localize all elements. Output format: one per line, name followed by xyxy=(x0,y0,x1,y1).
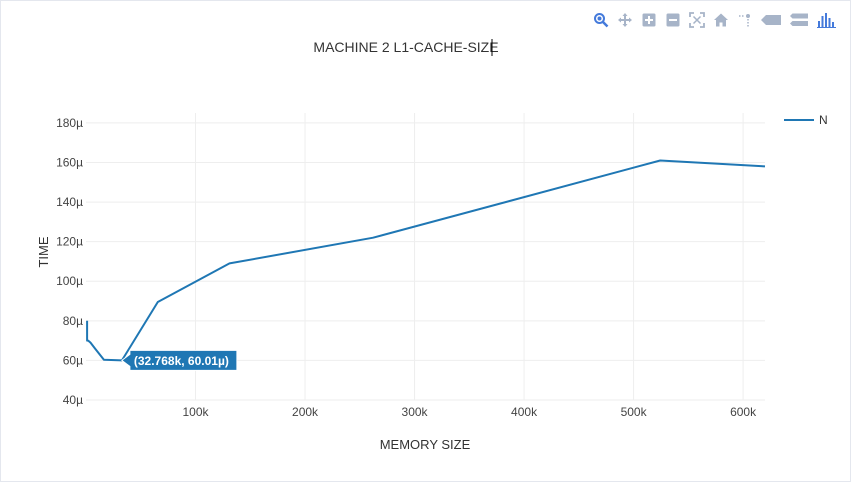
y-tick-label: 180µ xyxy=(56,116,83,130)
zoom-button[interactable] xyxy=(592,11,609,28)
x-tick-label: 500k xyxy=(621,405,648,419)
y-tick-label: 40µ xyxy=(63,393,83,407)
zoom-icon xyxy=(593,12,608,27)
hover-text: (32.768k, 60.01µ) xyxy=(134,354,229,368)
x-tick-label: 300k xyxy=(402,405,429,419)
pan-icon xyxy=(617,12,632,27)
y-tick-label: 100µ xyxy=(56,274,83,288)
series-layer[interactable] xyxy=(86,159,766,362)
autoscale-icon xyxy=(688,11,705,28)
hover-box xyxy=(121,349,238,371)
y-tick-label: 80µ xyxy=(63,314,83,328)
modebar xyxy=(592,11,838,28)
y-tick-label: 120µ xyxy=(56,235,83,249)
reset-axes-button[interactable] xyxy=(712,11,729,28)
x-tick-label: 600k xyxy=(730,405,757,419)
zoom-in-icon xyxy=(642,13,655,26)
zoom-out-icon xyxy=(666,13,679,26)
home-icon xyxy=(713,13,728,26)
pan-button[interactable] xyxy=(616,11,633,28)
y-tick-label: 60µ xyxy=(63,353,83,367)
zoom-in-button[interactable] xyxy=(640,11,657,28)
y-axis-ticks: 40µ 60µ 80µ 100µ 120µ 140µ 160µ 180µ xyxy=(56,116,83,407)
plotly-logo-button[interactable] xyxy=(816,11,838,28)
y-tick-label: 140µ xyxy=(56,195,83,209)
plotly-logo-icon xyxy=(817,12,836,28)
chart-title[interactable]: MACHINE 2 L1-CACHE-SIZE xyxy=(313,39,498,55)
y-tick-label: 160µ xyxy=(56,155,83,169)
spike-lines-button[interactable] xyxy=(736,11,753,28)
x-tick-label: 100k xyxy=(183,405,210,419)
x-axis-ticks: 100k 200k 300k 400k 500k 600k xyxy=(183,405,758,419)
hover-label: (32.768k, 60.01µ) xyxy=(121,349,238,371)
hover-compare-button[interactable] xyxy=(789,11,809,28)
hover-closest-button[interactable] xyxy=(760,11,782,28)
tags-icon xyxy=(790,13,808,26)
y-axis-title[interactable]: TIME xyxy=(36,236,51,267)
x-tick-label: 200k xyxy=(292,405,319,419)
zoom-out-button[interactable] xyxy=(664,11,681,28)
legend[interactable]: N xyxy=(784,113,828,127)
x-tick-label: 400k xyxy=(511,405,538,419)
spike-lines-icon xyxy=(738,13,750,27)
tag-icon xyxy=(761,14,781,25)
legend-label-n[interactable]: N xyxy=(819,113,828,127)
x-axis-title[interactable]: MEMORY SIZE xyxy=(380,437,471,452)
series-line-n[interactable] xyxy=(86,159,766,362)
autoscale-button[interactable] xyxy=(688,11,705,28)
